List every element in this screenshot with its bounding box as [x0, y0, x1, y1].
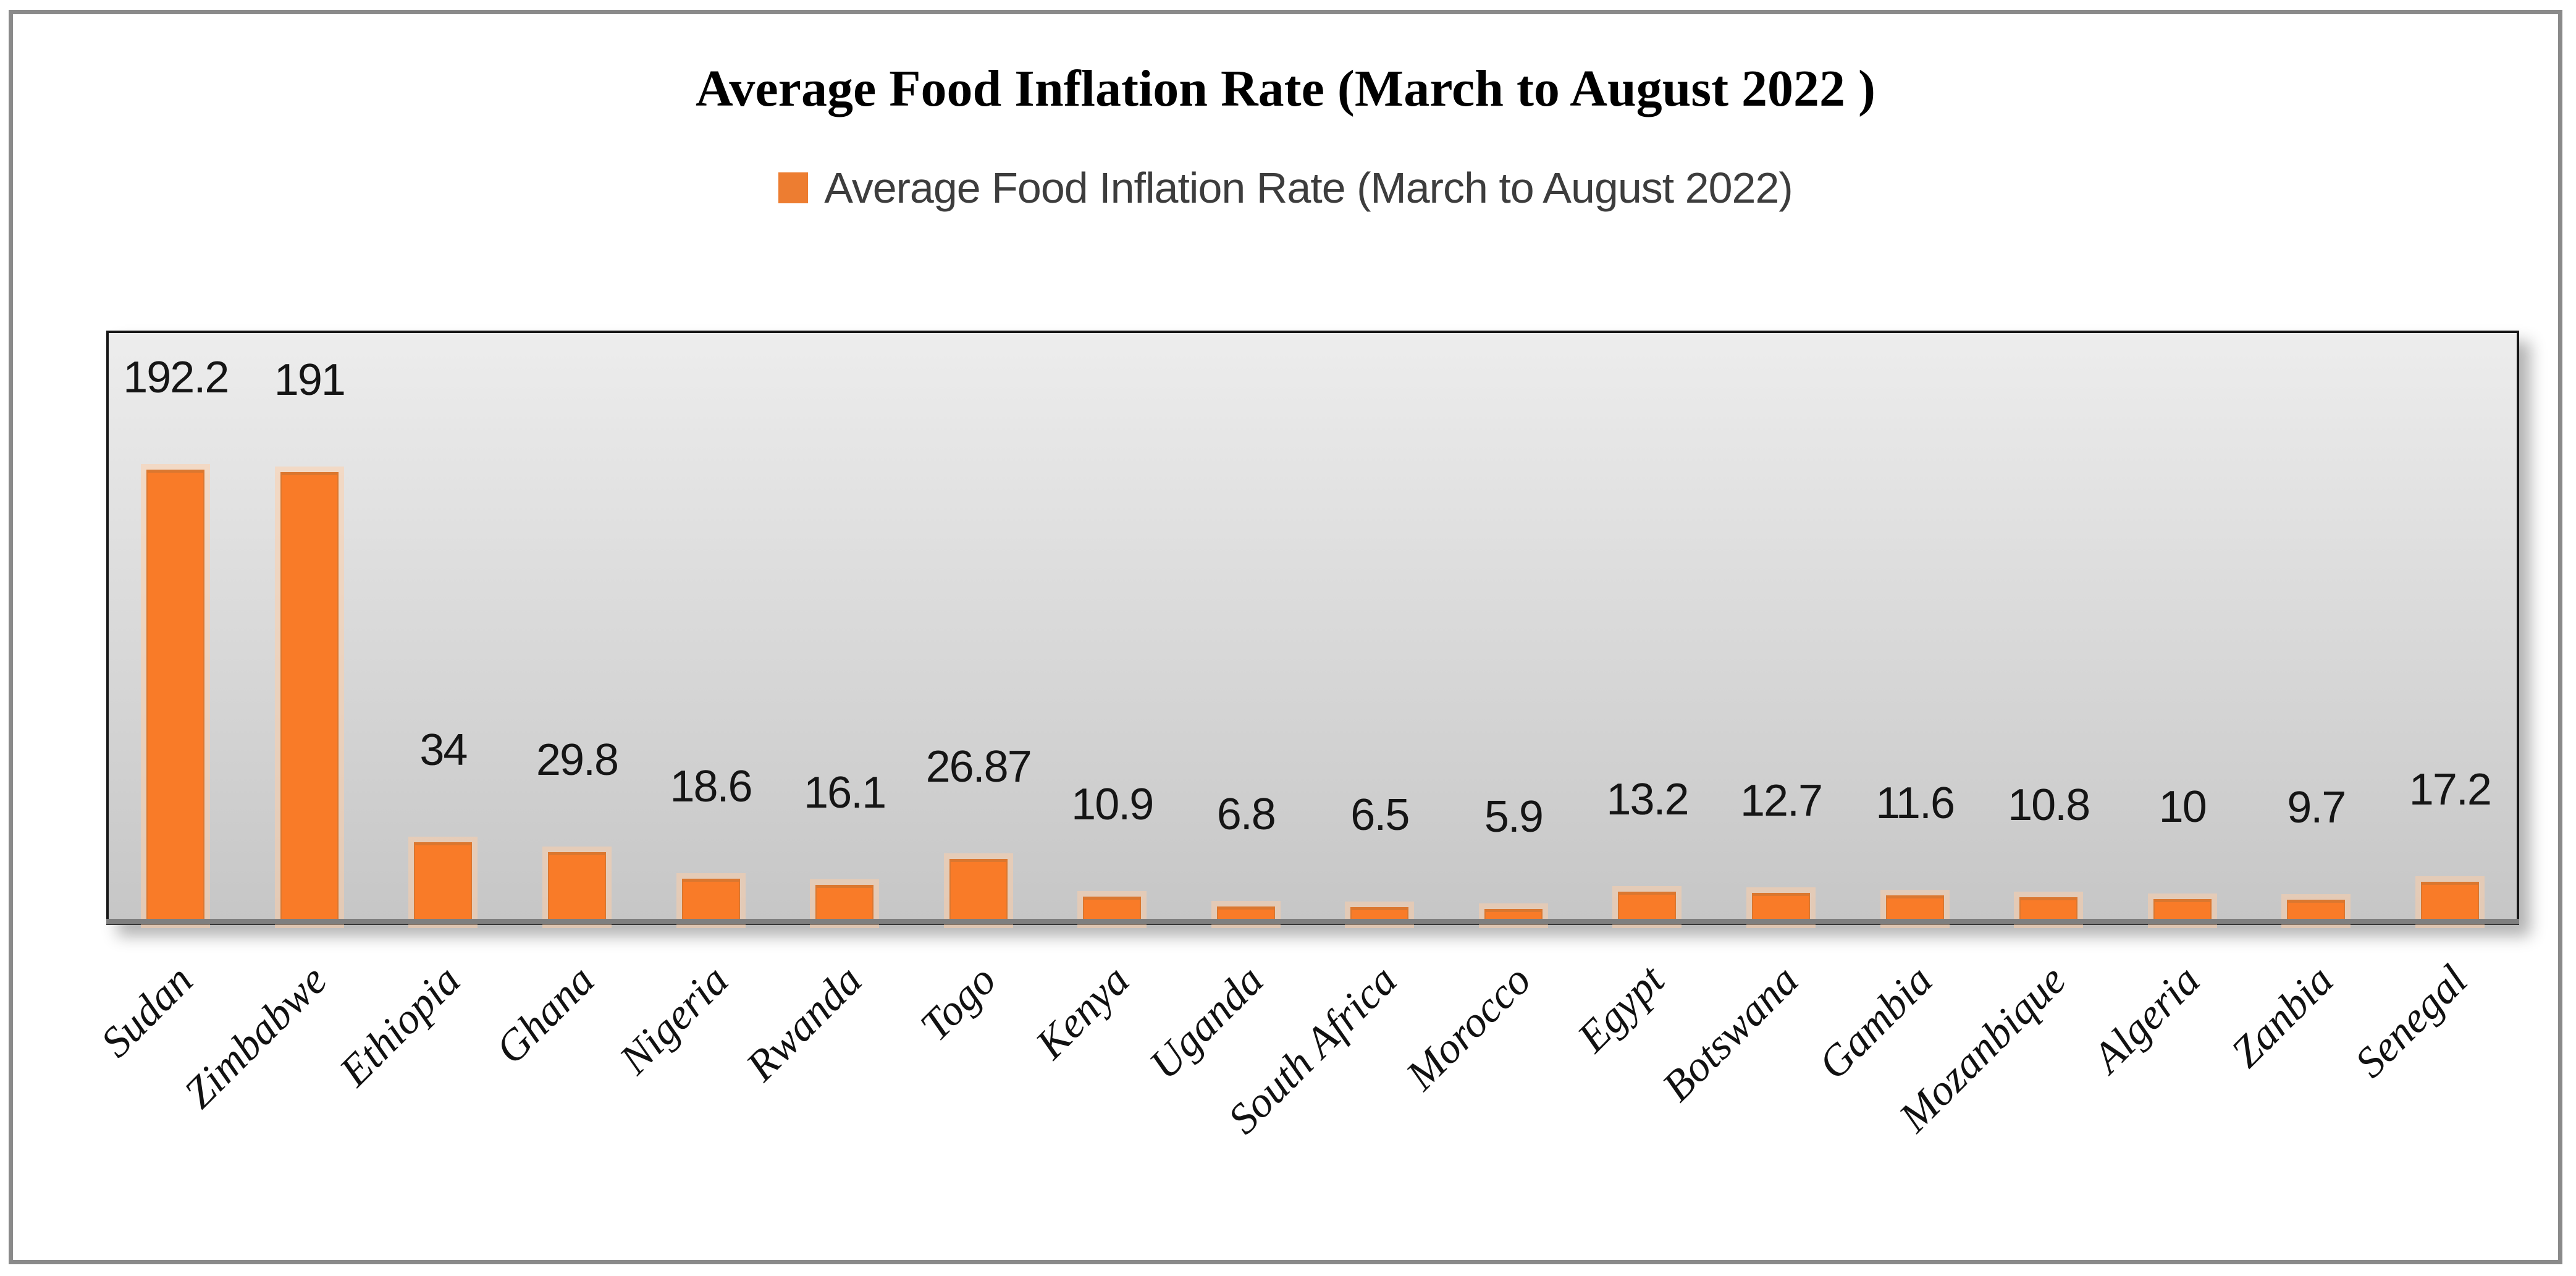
bar-algeria: [2153, 898, 2212, 923]
bar-value-label: 10.8: [2008, 780, 2090, 830]
bar-gambia: [1885, 895, 1944, 923]
bar-ghana: [547, 852, 606, 923]
chart-figure: Average Food Inflation Rate (March to Au…: [9, 10, 2562, 1264]
bar-zimbabwe: [280, 472, 339, 923]
bar-value-label: 10.9: [1071, 780, 1154, 830]
bar-value-label: 11.6: [1875, 778, 1955, 828]
bar-ethiopia: [414, 842, 473, 923]
bar-value-label: 12.7: [1740, 775, 1823, 826]
bar-slot: 11.6: [1848, 333, 1982, 923]
legend-swatch-icon: [778, 172, 809, 203]
bar-slot: 191: [243, 333, 377, 923]
bar-senegal: [2420, 882, 2479, 923]
chart-title: Average Food Inflation Rate (March to Au…: [695, 60, 1876, 117]
bar-slot: 34: [376, 333, 510, 923]
bar-value-label: 9.7: [2287, 783, 2346, 832]
legend: Average Food Inflation Rate (March to Au…: [13, 163, 2558, 213]
bar-slot: 13.2: [1580, 333, 1714, 923]
bar-slot: 26.87: [911, 333, 1045, 923]
bar-sudan: [146, 469, 205, 923]
bar-slot: 18.6: [644, 333, 778, 923]
bar-slot: 6.8: [1179, 333, 1313, 923]
bar-slot: 16.1: [778, 333, 912, 923]
bar-value-label: 6.8: [1216, 790, 1276, 840]
bar-value-label: 13.2: [1606, 774, 1689, 824]
bar-value-label: 192.2: [123, 352, 229, 402]
bar-slot: 9.7: [2249, 333, 2383, 923]
bar-value-label: 26.87: [925, 742, 1032, 792]
bar-nigeria: [681, 879, 740, 923]
bars-container: 192.2 191 34 29.8 18.6 16.1 26.87 10.9 6.8 6.5 5.9…: [109, 333, 2517, 923]
bar-value-label: 16.1: [804, 767, 886, 818]
bar-slot: 17.2: [2383, 333, 2517, 923]
x-axis-labels: Sudan Zimbabwe Ethiopia Ghana Nigeria Rwanda T…: [92, 930, 2519, 1276]
bar-slot: 10: [2115, 333, 2249, 923]
bar-rwanda: [815, 884, 874, 923]
bar-value-label: 6.5: [1350, 790, 1410, 840]
bar-slot: 10.8: [1982, 333, 2116, 923]
bar-slot: 192.2: [109, 333, 243, 923]
bar-egypt: [1618, 891, 1677, 923]
bar-slot: 29.8: [510, 333, 644, 923]
bar-zanbia: [2287, 900, 2346, 923]
bar-value-label: 18.6: [670, 762, 752, 812]
bar-botswana: [1752, 892, 1811, 923]
bar-togo: [949, 859, 1008, 923]
bar-slot: 12.7: [1714, 333, 1848, 923]
legend-label: Average Food Inflation Rate (March to Au…: [824, 164, 1793, 212]
bar-value-label: 10: [2158, 782, 2207, 832]
bar-value-label: 29.8: [536, 735, 619, 785]
bar-slot: 10.9: [1045, 333, 1179, 923]
bar-value-label: 5.9: [1484, 792, 1544, 842]
plot-area: 192.2 191 34 29.8 18.6 16.1 26.87 10.9 6.8 6.5 5.9…: [106, 331, 2519, 925]
bar-slot: 6.5: [1313, 333, 1447, 923]
bar-slot: 5.9: [1447, 333, 1581, 923]
x-axis-line: [106, 919, 2519, 924]
bar-value-label: 191: [274, 355, 346, 405]
bar-value-label: 17.2: [2409, 765, 2492, 815]
bar-value-label: 34: [419, 725, 468, 775]
